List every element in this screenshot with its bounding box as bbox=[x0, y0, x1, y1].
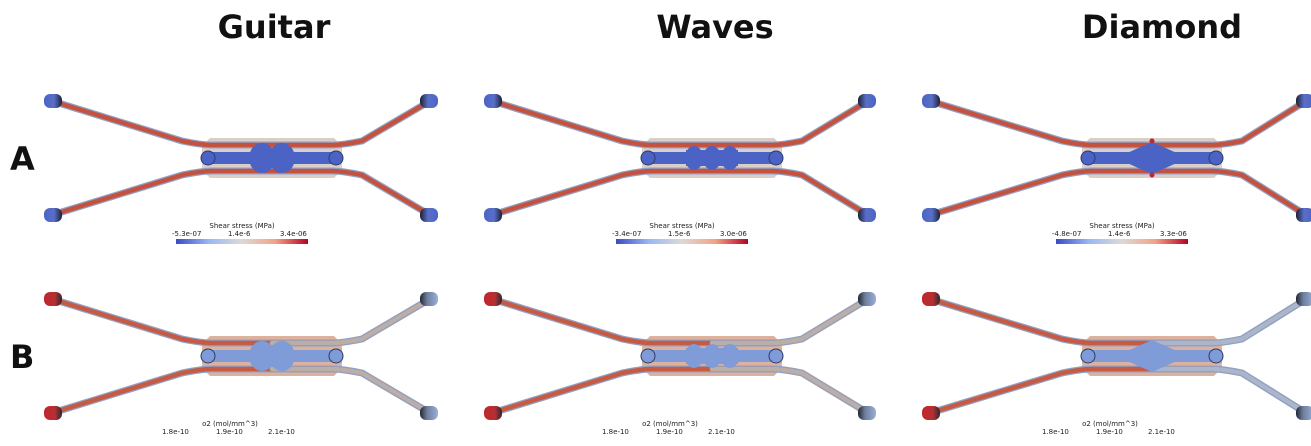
port-cylinder bbox=[922, 208, 940, 222]
port-cylinder bbox=[922, 94, 940, 108]
legend-colorbar bbox=[176, 239, 308, 244]
legend-mid: 1.9e-10 bbox=[1096, 428, 1123, 436]
port-cylinder bbox=[420, 94, 438, 108]
legend-colorbar bbox=[1056, 239, 1188, 244]
lower-channel-right bbox=[1149, 366, 1309, 416]
legend-min: -4.8e-07 bbox=[1052, 230, 1082, 238]
legend-title: o2 (mol/mm^3) bbox=[1082, 420, 1138, 428]
legend-mid: 1.5e-6 bbox=[668, 230, 691, 238]
port-cylinder bbox=[484, 292, 502, 306]
port-cylinder bbox=[858, 94, 876, 108]
center-inlet-port bbox=[640, 348, 656, 364]
port-cylinder bbox=[484, 208, 502, 222]
legend-title: Shear stress (MPa) bbox=[649, 222, 715, 230]
legend-mid: 1.9e-10 bbox=[656, 428, 683, 436]
upper-channel bbox=[49, 98, 433, 148]
port-cylinder bbox=[44, 292, 62, 306]
port-cylinder bbox=[420, 406, 438, 420]
center-inlet-port bbox=[200, 348, 216, 364]
legend-shear-diamond: Shear stress (MPa) -4.8e-07 1.4e-6 3.3e-… bbox=[1052, 222, 1192, 244]
port-cylinder bbox=[1296, 292, 1311, 306]
upper-channel bbox=[489, 98, 871, 148]
port-cylinder bbox=[858, 406, 876, 420]
port-cylinder bbox=[858, 292, 876, 306]
lower-channel-right bbox=[709, 366, 871, 416]
legend-max: 3.0e-06 bbox=[720, 230, 747, 238]
legend-max: 3.4e-06 bbox=[280, 230, 307, 238]
lower-channel bbox=[49, 168, 433, 218]
chamber-body bbox=[686, 348, 738, 364]
stress-hotspot bbox=[1149, 172, 1155, 178]
chamber-lobe bbox=[269, 341, 295, 371]
legend-o2-waves: o2 (mol/mm^3) 1.8e-10 1.9e-10 2.1e-10 bbox=[600, 420, 740, 437]
port-cylinder bbox=[922, 406, 940, 420]
port-cylinder bbox=[1296, 208, 1311, 222]
legend-max: 2.1e-10 bbox=[268, 428, 295, 436]
port-cylinder bbox=[858, 208, 876, 222]
chamber-lobe bbox=[269, 143, 295, 173]
port-cylinder bbox=[1296, 94, 1311, 108]
legend-title: Shear stress (MPa) bbox=[209, 222, 275, 230]
legend-min: -5.3e-07 bbox=[172, 230, 202, 238]
center-outlet-port bbox=[328, 348, 344, 364]
port-cylinder bbox=[1296, 406, 1311, 420]
legend-max: 2.1e-10 bbox=[1148, 428, 1175, 436]
row-label-a: A bbox=[10, 140, 35, 178]
upper-channel-right bbox=[709, 296, 871, 346]
legend-min: 1.8e-10 bbox=[602, 428, 629, 436]
legend-colorbar bbox=[616, 239, 748, 244]
upper-channel-right bbox=[269, 296, 433, 346]
legend-mid: 1.4e-6 bbox=[228, 230, 251, 238]
center-outlet-port bbox=[328, 150, 344, 166]
row-label-b: B bbox=[10, 338, 35, 376]
chamber-diamond bbox=[1116, 340, 1188, 372]
center-outlet-port bbox=[1208, 150, 1224, 166]
port-cylinder bbox=[44, 94, 62, 108]
column-title-waves: Waves bbox=[656, 8, 774, 46]
port-cylinder bbox=[420, 292, 438, 306]
center-outlet-port bbox=[768, 348, 784, 364]
legend-o2-diamond: o2 (mol/mm^3) 1.8e-10 1.9e-10 2.1e-10 bbox=[1040, 420, 1180, 437]
port-cylinder bbox=[484, 94, 502, 108]
chamber-lobe bbox=[249, 143, 275, 173]
port-cylinder bbox=[484, 406, 502, 420]
chamber-lobe bbox=[249, 341, 275, 371]
legend-min: 1.8e-10 bbox=[1042, 428, 1069, 436]
center-inlet-port bbox=[200, 150, 216, 166]
legend-title: o2 (mol/mm^3) bbox=[202, 420, 258, 428]
legend-min: -3.4e-07 bbox=[612, 230, 642, 238]
port-cylinder bbox=[44, 406, 62, 420]
legend-max: 3.3e-06 bbox=[1160, 230, 1187, 238]
upper-channel-right bbox=[1149, 296, 1309, 346]
column-title-guitar: Guitar bbox=[217, 8, 331, 46]
center-inlet-port bbox=[1080, 348, 1096, 364]
legend-min: 1.8e-10 bbox=[162, 428, 189, 436]
port-cylinder bbox=[922, 292, 940, 306]
legend-title: Shear stress (MPa) bbox=[1089, 222, 1155, 230]
port-cylinder bbox=[420, 208, 438, 222]
center-outlet-port bbox=[1208, 348, 1224, 364]
center-outlet-port bbox=[768, 150, 784, 166]
chamber-body bbox=[686, 150, 738, 166]
legend-shear-waves: Shear stress (MPa) -3.4e-07 1.5e-6 3.0e-… bbox=[612, 222, 752, 244]
column-title-diamond: Diamond bbox=[1081, 8, 1243, 46]
lower-channel bbox=[489, 168, 871, 218]
legend-mid: 1.9e-10 bbox=[216, 428, 243, 436]
chamber-diamond bbox=[1116, 142, 1188, 174]
legend-title: o2 (mol/mm^3) bbox=[642, 420, 698, 428]
legend-mid: 1.4e-6 bbox=[1108, 230, 1131, 238]
legend-o2-guitar: o2 (mol/mm^3) 1.8e-10 1.9e-10 2.1e-10 bbox=[160, 420, 300, 437]
stress-hotspot bbox=[1149, 138, 1155, 144]
port-cylinder bbox=[44, 208, 62, 222]
legend-max: 2.1e-10 bbox=[708, 428, 735, 436]
center-inlet-port bbox=[1080, 150, 1096, 166]
lower-channel-right bbox=[269, 366, 433, 416]
center-inlet-port bbox=[640, 150, 656, 166]
legend-shear-guitar: Shear stress (MPa) -5.3e-07 1.4e-6 3.4e-… bbox=[172, 222, 312, 244]
